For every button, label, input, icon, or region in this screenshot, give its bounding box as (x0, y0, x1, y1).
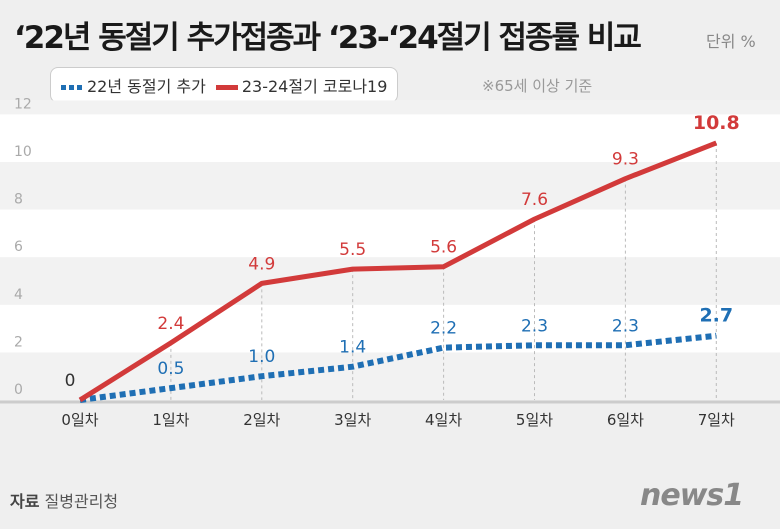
grid-band (0, 100, 780, 115)
x-tick-label: 1일차 (152, 411, 189, 429)
data-label: 5.5 (339, 240, 366, 260)
y-tick-label: 10 (14, 144, 32, 160)
x-tick-label: 0일차 (61, 411, 98, 429)
x-tick-label: 7일차 (698, 411, 735, 429)
data-label: 0 (65, 371, 76, 391)
legend-item-red: 23-24절기 코로나19 (215, 73, 387, 97)
y-tick-label: 6 (14, 239, 23, 255)
data-label: 4.9 (248, 254, 275, 274)
y-tick-label: 2 (14, 334, 23, 350)
x-tick-label: 2일차 (243, 411, 280, 429)
x-tick-label: 3일차 (334, 411, 371, 429)
grid-band (0, 257, 780, 305)
data-label: 0.5 (157, 359, 184, 379)
data-label: 7.6 (521, 190, 548, 210)
y-tick-label: 12 (14, 96, 32, 112)
data-label: 2.3 (521, 316, 548, 336)
x-tick-label: 6일차 (607, 411, 644, 429)
series-line (79, 332, 717, 403)
news1-logo: news1 (640, 478, 744, 513)
y-tick-label: 0 (14, 382, 23, 398)
note: ※65세 이상 기준 (482, 77, 593, 95)
data-label: 9.3 (612, 150, 639, 170)
unit-label: 단위 % (706, 32, 756, 51)
x-tick-label: 4일차 (425, 411, 462, 429)
chart-title: ‘22년 동절기 추가접종과 ‘23-‘24절기 접종률 비교 (14, 20, 642, 56)
y-tick-label: 4 (14, 287, 23, 303)
y-tick-label: 8 (14, 192, 23, 208)
x-tick-label: 5일차 (516, 411, 553, 429)
data-label: 2.2 (430, 319, 457, 339)
data-label: 5.6 (430, 238, 457, 258)
series-line (78, 140, 718, 403)
grid-band (0, 162, 780, 210)
data-label: 10.8 (693, 112, 740, 134)
data-label: 2.7 (699, 305, 733, 327)
plot-area (0, 100, 780, 401)
data-label: 1.4 (339, 338, 366, 358)
source: 자료 질병관리청 (10, 492, 119, 511)
data-label: 2.4 (157, 314, 184, 334)
data-label: 1.0 (248, 347, 275, 367)
data-label: 2.3 (612, 316, 639, 336)
legend-item-blue: 22년 동절기 추가 (61, 73, 206, 97)
legend: 22년 동절기 추가 23-24절기 코로나19 (50, 67, 399, 103)
